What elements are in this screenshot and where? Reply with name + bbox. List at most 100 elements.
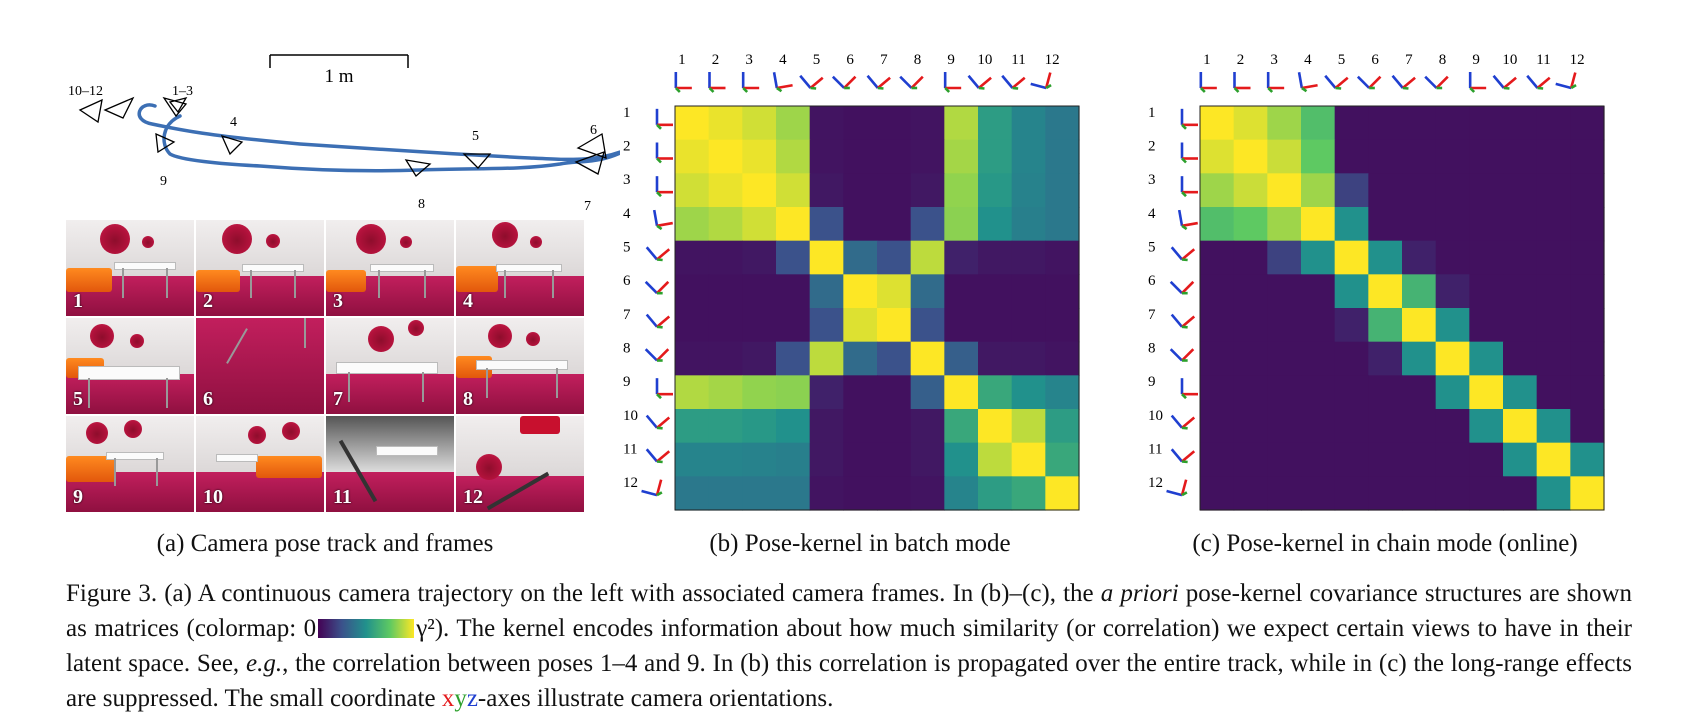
row-axes-icon <box>655 108 673 130</box>
frame-grid: 1 2 3 4 5 6 <box>66 220 584 512</box>
frame-2: 2 <box>196 220 324 316</box>
heatmap-cell <box>910 341 945 376</box>
heatmap-cell <box>1402 274 1437 309</box>
heatmap-cell <box>910 274 945 309</box>
column-label: 6 <box>846 52 854 68</box>
heatmap-cell <box>1435 442 1470 477</box>
row-label: 2 <box>1148 139 1156 155</box>
frame-6: 6 <box>196 318 324 414</box>
heatmap-cell <box>1045 207 1080 242</box>
heatmap-cell <box>1368 240 1403 275</box>
heatmap-cell <box>1435 409 1470 444</box>
row-axes-icon <box>645 414 671 430</box>
heatmap-cell <box>843 375 878 410</box>
caption-text-2: pose-kernel covariance structures are sh… <box>66 580 1633 642</box>
heatmap-cell <box>910 139 945 174</box>
heatmap-cell <box>877 240 912 275</box>
heatmap-cell <box>843 409 878 444</box>
heatmap-cell <box>1368 139 1403 174</box>
row-label: 7 <box>623 307 631 323</box>
heatmap-cell <box>877 207 912 242</box>
column-label: 7 <box>1405 52 1413 68</box>
heatmap-cell <box>944 207 979 242</box>
heatmap-cell <box>1469 274 1504 309</box>
trajectory-plot: 1 m 10–12 1–3 4 5 6 7 8 9 <box>68 54 620 214</box>
heatmap-cell <box>1469 173 1504 208</box>
heatmap-cell <box>978 274 1013 309</box>
column-label: 5 <box>1338 52 1346 68</box>
heatmap-cell <box>1011 240 1046 275</box>
heatmap-cell <box>675 106 710 141</box>
row-axes-icon <box>1180 378 1198 400</box>
heatmap-cell <box>1011 173 1046 208</box>
row-label: 1 <box>1148 105 1156 121</box>
row-label: 5 <box>623 240 631 256</box>
column-axes-icon <box>1424 75 1449 90</box>
heatmap-cell <box>1267 375 1302 410</box>
heatmap-cell <box>1435 240 1470 275</box>
heatmap-cell <box>1402 409 1437 444</box>
frame-9: 9 <box>66 416 194 512</box>
heatmap-cell <box>809 207 844 242</box>
row-label: 12 <box>1148 475 1163 491</box>
heatmap-cell <box>1233 476 1268 511</box>
row-axes-icon <box>645 313 671 329</box>
heatmap-cell <box>742 240 777 275</box>
row-axes-icon <box>1169 348 1195 362</box>
heatmap-cell <box>843 476 878 511</box>
heatmap-cell <box>843 274 878 309</box>
pose-label-9: 9 <box>160 174 167 189</box>
heatmap-cell <box>877 341 912 376</box>
row-axes-icon <box>1170 448 1196 464</box>
heatmap-cell <box>776 173 811 208</box>
heatmap-cell <box>1536 173 1571 208</box>
frame-8: 8 <box>456 318 584 414</box>
frame-label: 8 <box>463 388 473 410</box>
heatmap-cell <box>843 207 878 242</box>
heatmap-cell <box>809 375 844 410</box>
heatmap-cell <box>675 308 710 343</box>
heatmap-cell <box>1368 409 1403 444</box>
heatmap-cell <box>1233 341 1268 376</box>
caption-text-4: , the correlation between poses 1–4 and … <box>66 650 1632 712</box>
frame-label: 11 <box>333 486 352 508</box>
heatmap-cell <box>742 308 777 343</box>
frame-4: 4 <box>456 220 584 316</box>
column-label: 7 <box>880 52 888 68</box>
column-axes-icon <box>772 72 793 93</box>
heatmap-cell <box>1368 476 1403 511</box>
heatmap-cell <box>1402 139 1437 174</box>
scale-label: 1 m <box>324 66 353 87</box>
heatmap-cells <box>1200 106 1605 511</box>
heatmap-cell <box>1267 308 1302 343</box>
heatmap-cell <box>1200 207 1235 242</box>
heatmap-cell <box>1536 409 1571 444</box>
heatmap-cell <box>708 308 743 343</box>
heatmap-cell <box>1233 409 1268 444</box>
heatmap-cell <box>910 409 945 444</box>
heatmap-cell <box>877 106 912 141</box>
pose-label-7: 7 <box>584 199 591 214</box>
column-label: 3 <box>745 52 753 68</box>
heatmap-cell <box>1368 173 1403 208</box>
caption-italic-1: a priori <box>1100 580 1179 607</box>
heatmap-cell <box>1200 106 1235 141</box>
heatmap-cell <box>742 274 777 309</box>
heatmap-cell <box>675 274 710 309</box>
heatmap-cell <box>1233 375 1268 410</box>
heatmap-cell <box>1233 240 1268 275</box>
heatmap-cell <box>1402 106 1437 141</box>
column-label: 1 <box>678 52 686 68</box>
caption-z: z <box>466 685 478 712</box>
heatmap-cell <box>1469 476 1504 511</box>
heatmap-cell <box>776 375 811 410</box>
heatmap-cell <box>910 442 945 477</box>
heatmap-cell <box>1334 139 1369 174</box>
row-axes-icon <box>1166 479 1188 497</box>
heatmap-cell <box>1011 476 1046 511</box>
heatmap-cell <box>1368 308 1403 343</box>
heatmap-cell <box>978 173 1013 208</box>
heatmap-cell <box>978 240 1013 275</box>
heatmap-cell <box>944 375 979 410</box>
frame-10: 10 <box>196 416 324 512</box>
